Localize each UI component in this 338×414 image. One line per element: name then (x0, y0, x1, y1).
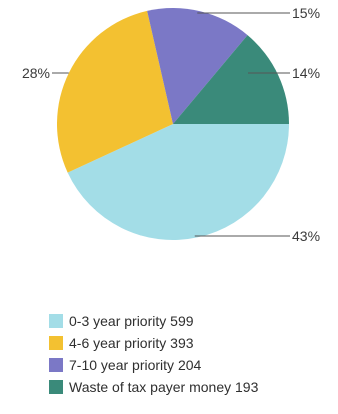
legend-item: 4-6 year priority 393 (49, 332, 258, 354)
percent-label-1: 43% (292, 228, 320, 244)
legend-item: 7-10 year priority 204 (49, 354, 258, 376)
legend-item: Waste of tax payer money 193 (49, 376, 258, 398)
legend-label: 4-6 year priority 393 (69, 335, 194, 351)
pie-slice-1 (67, 124, 289, 240)
pie-slice-2 (57, 10, 173, 173)
legend-swatch (49, 358, 63, 372)
legend-item: 0-3 year priority 599 (49, 310, 258, 332)
pie-slices (57, 8, 289, 240)
percent-label-2: 28% (22, 65, 50, 81)
legend-swatch (49, 314, 63, 328)
legend-label: Waste of tax payer money 193 (69, 379, 259, 395)
legend: 0-3 year priority 599 4-6 year priority … (49, 310, 258, 398)
legend-label: 7-10 year priority 204 (69, 357, 202, 373)
legend-swatch (49, 380, 63, 394)
legend-label: 0-3 year priority 599 (69, 313, 194, 329)
percent-label-3: 15% (292, 5, 320, 21)
leader-lines (52, 12, 290, 237)
percent-label-4: 14% (292, 65, 320, 81)
legend-swatch (49, 336, 63, 350)
pie-slice-4 (173, 35, 289, 124)
pie-slice-3 (147, 8, 248, 125)
percent-labels: 43% 28% 15% 14% (22, 5, 320, 244)
